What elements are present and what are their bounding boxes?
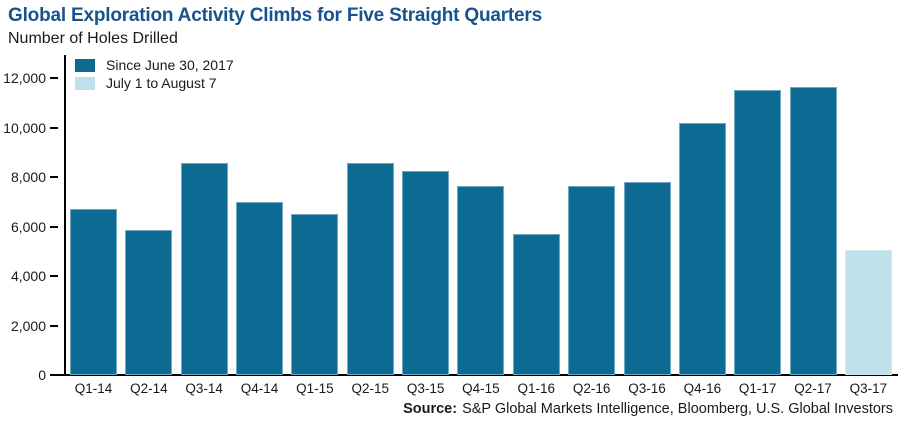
x-axis-label-q3-16: Q3-16 xyxy=(628,381,666,396)
source-text: S&P Global Markets Intelligence, Bloombe… xyxy=(462,401,893,417)
x-axis-label-q1-17: Q1-17 xyxy=(738,381,777,396)
source-line: Source: S&P Global Markets Intelligence, … xyxy=(403,401,893,417)
bar-q1-16 xyxy=(512,233,560,375)
x-axis-label-q1-14: Q1-14 xyxy=(74,381,113,396)
x-axis-label-q3-17: Q3-17 xyxy=(849,381,888,396)
source-label: Source: xyxy=(403,401,458,417)
y-axis-tick xyxy=(50,176,58,178)
chart-legend: Since June 30, 2017 July 1 to August 7 xyxy=(75,56,234,92)
x-axis-label-q2-16: Q2-16 xyxy=(572,381,611,396)
y-axis-tick xyxy=(50,77,58,79)
bar-q4-14 xyxy=(236,201,284,375)
x-axis-line xyxy=(50,374,898,376)
y-axis-tick-label: 4,000 xyxy=(10,268,46,284)
bar-q2-16 xyxy=(568,185,616,375)
y-axis-tick-label: 6,000 xyxy=(10,218,46,235)
y-axis-tick-label: 12,000 xyxy=(3,70,46,86)
bar-q2-17 xyxy=(789,86,837,375)
y-axis-tick-label: 8,000 xyxy=(10,169,46,185)
x-axis-label-q2-15: Q2-15 xyxy=(351,381,390,396)
bar-q3-15 xyxy=(402,170,450,375)
legend-item-since-june: Since June 30, 2017 xyxy=(75,56,234,74)
x-axis-label-q4-16: Q4-16 xyxy=(683,381,722,396)
x-axis-label-q4-14: Q4-14 xyxy=(240,381,279,396)
bar-q1-17 xyxy=(734,90,782,375)
y-axis-tick-label: 0 xyxy=(38,367,46,383)
bar-q3-14 xyxy=(180,163,228,375)
x-axis-label-q4-15: Q4-15 xyxy=(462,381,500,396)
x-axis-label-q1-15: Q1-15 xyxy=(296,381,334,396)
bar-q2-15 xyxy=(346,163,394,375)
chart-title: Global Exploration Activity Climbs for F… xyxy=(8,5,542,26)
y-axis-tick xyxy=(50,126,58,129)
y-axis-tick-label: 10,000 xyxy=(3,119,46,136)
y-axis-tick xyxy=(50,225,58,228)
x-axis-label-q3-14: Q3-14 xyxy=(185,381,223,396)
legend-swatch-light-icon xyxy=(75,76,95,90)
x-axis-label-q2-17: Q2-17 xyxy=(794,381,832,396)
x-axis-label-q3-15: Q3-15 xyxy=(406,381,445,396)
x-axis-label-q1-16: Q1-16 xyxy=(517,381,556,396)
y-axis-tick xyxy=(50,324,58,327)
legend-swatch-dark-icon xyxy=(75,58,95,72)
bar-q4-15 xyxy=(457,185,505,375)
bar-q3-17 xyxy=(844,250,892,375)
legend-item-july-august: July 1 to August 7 xyxy=(75,74,234,92)
y-axis-line xyxy=(64,55,66,375)
legend-label: Since June 30, 2017 xyxy=(106,57,234,73)
y-axis-tick xyxy=(50,275,58,277)
bar-q1-15 xyxy=(291,214,339,375)
x-axis-label-q2-14: Q2-14 xyxy=(130,381,168,396)
chart-subtitle: Number of Holes Drilled xyxy=(8,30,178,47)
legend-label: July 1 to August 7 xyxy=(106,75,217,91)
y-axis-tick-label: 2,000 xyxy=(10,317,46,334)
bar-q3-16 xyxy=(623,181,671,375)
bar-q4-16 xyxy=(678,122,726,375)
bar-q1-14 xyxy=(70,209,117,375)
bar-q2-14 xyxy=(125,230,173,375)
